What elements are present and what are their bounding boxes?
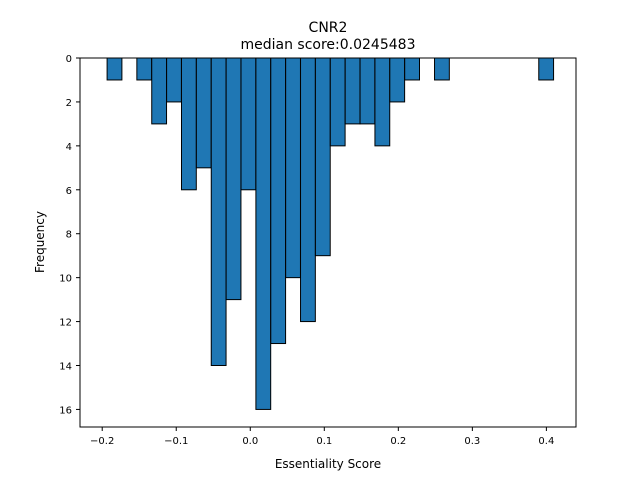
y-tick-label: 16 (59, 405, 72, 416)
y-axis-ticks: 0 2 4 6 8 10 12 14 16 (59, 54, 80, 416)
chart-subtitle: median score:0.0245483 (241, 37, 416, 53)
y-tick-label: 14 (59, 362, 72, 373)
histogram-bar-16 (359, 57, 376, 125)
x-tick-label: 0.3 (464, 436, 480, 447)
x-tick-label: 0.1 (316, 436, 332, 447)
histogram-bar-7 (225, 57, 242, 301)
y-tick-label: 4 (66, 142, 72, 153)
histogram-bar-8 (240, 57, 257, 191)
y-tick-label: 2 (66, 98, 72, 109)
histogram-bar-17 (374, 57, 391, 147)
histogram-bar-19 (404, 57, 421, 81)
histogram-bar-5 (195, 57, 212, 169)
x-tick-label: 0.0 (242, 436, 258, 447)
histogram-bar-11 (285, 57, 301, 279)
y-tick-label: 8 (66, 230, 72, 241)
y-axis-label: Frequency (33, 211, 47, 273)
histogram-bar-0 (106, 57, 123, 81)
histogram-bar-3 (166, 57, 182, 103)
x-tick-label: −0.2 (90, 436, 114, 447)
histogram-bar-12 (300, 57, 316, 323)
chart-title: CNR2 (309, 20, 348, 36)
x-tick-label: −0.1 (164, 436, 188, 447)
histogram-bar-14 (329, 57, 346, 147)
histogram-bar-6 (210, 57, 227, 366)
histogram-bar-18 (389, 57, 406, 103)
histogram-bar-13 (314, 57, 331, 257)
y-tick-label: 10 (59, 274, 72, 285)
x-tick-label: 0.2 (390, 436, 406, 447)
x-axis-label: Essentiality Score (275, 457, 381, 471)
y-tick-label: 0 (66, 54, 72, 65)
histogram-bar-9 (255, 57, 272, 410)
histogram-bars (106, 57, 555, 410)
histogram-bar-10 (270, 57, 287, 345)
histogram-bar-4 (180, 57, 197, 191)
histogram-bar-2 (151, 57, 168, 125)
x-tick-label: 0.4 (538, 436, 554, 447)
histogram-bar-20 (434, 57, 450, 81)
histogram-bar-15 (344, 57, 361, 125)
x-axis-ticks: −0.2 −0.1 0.0 0.1 0.2 0.3 0.4 (90, 427, 554, 447)
y-tick-label: 6 (66, 186, 72, 197)
histogram-bar-21 (538, 57, 555, 81)
plot-area-frame (79, 57, 577, 428)
y-tick-label: 12 (59, 318, 72, 329)
histogram-bar-1 (136, 57, 153, 81)
